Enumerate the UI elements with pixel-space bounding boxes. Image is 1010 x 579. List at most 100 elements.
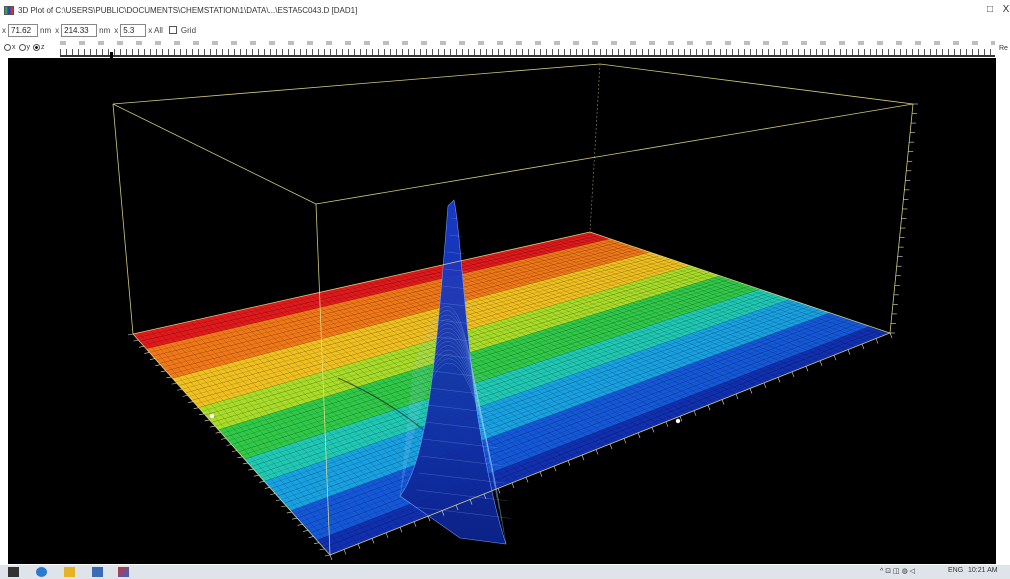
toolbar: x 71.62 nm x 214.33 nm x 5.3 x All Grid — [0, 21, 1010, 39]
axis-tick-left — [275, 499, 281, 502]
chemstation-icon[interactable] — [92, 567, 103, 577]
axis-tick-left — [281, 505, 287, 508]
field3-input[interactable]: 214.33 — [61, 23, 98, 37]
start-icon[interactable] — [8, 567, 19, 577]
box-edge-floor-back — [132, 231, 591, 335]
field1-input[interactable]: 71.62 — [8, 23, 38, 37]
surface-band — [264, 299, 800, 489]
mesh-line-u — [492, 253, 772, 381]
browser-icon[interactable] — [36, 567, 47, 577]
axis-ticks — [127, 103, 918, 561]
radio-x[interactable] — [4, 44, 11, 51]
window-titlebar: 3D Plot of C:\USERS\PUBLIC\DOCUMENTS\CHE… — [0, 0, 1010, 20]
mesh-line-v — [316, 326, 871, 541]
axis-tick-left — [166, 376, 172, 379]
peak-contour-line — [435, 336, 480, 343]
field4-label: nm — [99, 25, 111, 35]
axis-tick-front — [497, 488, 501, 494]
view-radio-group: x y z — [4, 44, 48, 51]
axis-tick-left — [297, 524, 303, 526]
field5-input[interactable]: 5.3 — [120, 23, 147, 37]
axis-tick-left — [138, 345, 145, 348]
mesh-line-u — [584, 233, 884, 336]
surface-band — [146, 238, 620, 357]
surface-band — [139, 235, 611, 349]
surface-band — [257, 295, 790, 482]
mesh-line-u — [212, 316, 429, 517]
grid-checkbox[interactable] — [168, 26, 177, 34]
maximize-button[interactable]: □ — [986, 4, 994, 15]
axis-marker-front — [675, 418, 681, 424]
radio-y[interactable] — [18, 44, 26, 51]
axis-tick-left — [259, 481, 265, 483]
slider-track — [60, 55, 995, 57]
mesh-line-v — [287, 310, 826, 508]
mesh-line-u — [149, 330, 352, 547]
plot-3d-area[interactable] — [8, 58, 996, 564]
tray-icons[interactable]: ^ ⊡ ◫ ◍ ◁ — [880, 568, 916, 575]
mesh-line-v — [257, 295, 781, 475]
mesh-line-u — [532, 244, 821, 361]
axis-tick-front — [553, 466, 557, 472]
tray-clock: 10:21 AM — [968, 567, 998, 574]
peak-contour-line — [414, 506, 511, 519]
mesh-line-v — [231, 282, 741, 445]
app-launcher-icon[interactable] — [118, 567, 129, 577]
slider-thumb[interactable] — [110, 52, 113, 58]
mesh-line-u — [544, 242, 835, 356]
mesh-line-v — [169, 250, 646, 375]
box-edge-top-back — [112, 63, 601, 105]
axis-tick-front — [819, 360, 823, 366]
rotation-slider[interactable] — [60, 41, 995, 58]
mesh-line-u — [509, 249, 793, 373]
axis-tick-front — [413, 521, 417, 527]
peak-contour-line — [446, 251, 465, 255]
mesh-line-u — [207, 317, 422, 520]
surface-band — [185, 258, 681, 401]
axis-tick-left — [242, 462, 248, 465]
mesh-line-v — [221, 277, 726, 434]
axis-tick-left — [171, 382, 177, 385]
mesh-line-u — [367, 281, 618, 442]
reset-button[interactable]: Re — [999, 45, 1008, 52]
axis-tick-left — [160, 370, 166, 373]
taskbar: ^ ⊡ ◫ ◍ ◁ ENG 10:21 AM — [0, 565, 1010, 579]
mesh-line-u — [304, 295, 541, 472]
mesh-line-u — [527, 245, 814, 364]
axis-tick-front — [567, 460, 571, 466]
field3-label: x — [55, 25, 60, 35]
mesh-line-v — [251, 292, 771, 467]
mesh-line-v — [267, 300, 796, 486]
mesh-line-u — [172, 324, 380, 536]
mesh-line-v — [323, 329, 881, 548]
mesh-line-v — [306, 321, 856, 530]
axis-tick-front — [581, 454, 585, 461]
mesh-line-u — [184, 322, 394, 531]
mesh-line-v — [238, 285, 751, 453]
box-edge-top-front — [315, 103, 914, 205]
axis-tick-left — [215, 431, 221, 434]
surface-band — [270, 302, 810, 497]
peak-contour-line — [427, 404, 493, 413]
axis-tick-front — [665, 421, 669, 427]
axis-tick-left — [199, 413, 205, 416]
folder-icon[interactable] — [64, 567, 75, 577]
mesh-line-u — [389, 276, 646, 431]
all-label[interactable]: x All — [148, 25, 163, 35]
peak-contour-line — [431, 370, 486, 378]
mesh-line-u — [504, 250, 786, 375]
peak-contour-line — [442, 285, 471, 290]
box-edge-vertical-far-left — [112, 103, 134, 335]
mesh-line-v — [310, 322, 861, 534]
axis-tick-front — [847, 349, 851, 355]
mesh-line-u — [355, 284, 604, 447]
mesh-line-v — [247, 290, 766, 464]
mesh-line-v — [185, 258, 671, 394]
mesh-line-u — [458, 261, 730, 398]
mesh-line-u — [155, 328, 359, 545]
mesh-line-u — [189, 321, 401, 528]
mesh-line-v — [152, 241, 621, 357]
radio-z[interactable] — [33, 44, 40, 51]
close-button[interactable]: X — [1002, 4, 1010, 15]
mesh-line-v — [159, 245, 631, 364]
